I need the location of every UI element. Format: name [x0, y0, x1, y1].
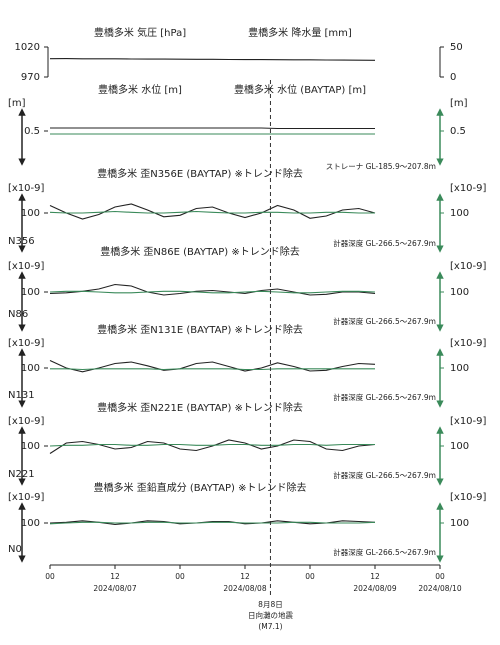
panel-title: 豊橋多米 歪N86E (BAYTAP) ※トレンド除去 — [100, 245, 299, 258]
y-tick-label: 100 — [21, 287, 40, 298]
series-line — [49, 443, 375, 447]
y2-tick-label: 100 — [450, 363, 469, 374]
x-tick-label: 00 — [45, 572, 55, 581]
station-label: N86 — [8, 309, 28, 320]
y-axis-label: [x10-9] — [8, 492, 45, 503]
panel-title: 豊橋多米 歪N221E (BAYTAP) ※トレンド除去 — [97, 401, 303, 414]
series-line — [50, 368, 375, 371]
x-tick-label: 12 — [240, 572, 250, 581]
y2-axis-label: [x10-9] — [450, 416, 487, 427]
x-tick-label: 12 — [370, 572, 380, 581]
y-tick-label: 100 — [21, 363, 40, 374]
y2-axis-label: [x10-9] — [450, 183, 487, 194]
annotation: 日向灘の地震 — [248, 610, 293, 620]
panel-title: 豊橋多米 水位 [m] — [98, 83, 182, 96]
x-tick-label: 00 — [175, 572, 185, 581]
series-line — [49, 521, 376, 525]
y2-axis-label: [m] — [450, 98, 468, 109]
y2-tick-label: 100 — [450, 518, 469, 529]
series-line — [50, 127, 375, 130]
x-tick-label: 00 — [305, 572, 315, 581]
note: 計器深度 GL-266.5～267.9m — [333, 316, 436, 326]
y2-tick-label: 100 — [450, 287, 469, 298]
y2-axis-label: [x10-9] — [450, 338, 487, 349]
y-tick-label: 100 — [21, 441, 40, 452]
series-line — [49, 58, 376, 61]
y-axis-label: [x10-9] — [8, 261, 45, 272]
panel-title: 豊橋多米 歪N356E (BAYTAP) ※トレンド除去 — [97, 167, 303, 180]
y-tick-label: 1020 — [15, 42, 40, 53]
y-tick-label: 0.5 — [24, 126, 40, 137]
note: 計器深度 GL-266.5～267.9m — [333, 470, 436, 480]
date-label: 2024/08/10 — [418, 584, 461, 593]
panel-title: 豊橋多米 水位 (BAYTAP) [m] — [234, 83, 366, 96]
y-axis-label: [x10-9] — [8, 416, 45, 427]
y-tick-label: 100 — [21, 518, 40, 529]
note: 計器深度 GL-266.5～267.9m — [333, 392, 436, 402]
series-line — [49, 283, 376, 296]
date-label: 2024/08/08 — [223, 584, 266, 593]
series-line — [49, 203, 376, 220]
annotation: (M7.1) — [258, 622, 282, 631]
date-label: 2024/08/07 — [93, 584, 136, 593]
y2-tick-label: 0 — [450, 72, 456, 83]
series-line — [49, 439, 376, 454]
note: 計器深度 GL-266.5～267.9m — [333, 547, 436, 557]
y2-tick-label: 50 — [450, 42, 463, 53]
y-tick-label: 970 — [21, 72, 40, 83]
series-line — [49, 360, 376, 373]
panel-title: 豊橋多米 歪N131E (BAYTAP) ※トレンド除去 — [97, 323, 303, 336]
x-tick-label: 12 — [110, 572, 120, 581]
y2-tick-label: 0.5 — [450, 126, 466, 137]
note: ストレーナ GL-185.9～207.8m — [326, 162, 436, 171]
series-line — [49, 290, 376, 294]
date-label: 2024/08/09 — [353, 584, 396, 593]
annotation: 8月8日 — [258, 600, 283, 609]
panel-title: 豊橋多米 歪鉛直成分 (BAYTAP) ※トレンド除去 — [94, 481, 307, 494]
y2-axis-label: [x10-9] — [450, 492, 487, 503]
station-label: N0 — [8, 544, 22, 555]
y2-tick-label: 100 — [450, 208, 469, 219]
y-axis-label: [x10-9] — [8, 338, 45, 349]
panel-title: 豊橋多米 気圧 [hPa] — [94, 26, 186, 39]
series-line — [49, 210, 375, 214]
x-tick-label: 00 — [435, 572, 445, 581]
y-axis-label: [m] — [8, 98, 26, 109]
panel-title: 豊橋多米 降水量 [mm] — [248, 26, 352, 39]
y-tick-label: 100 — [21, 208, 40, 219]
y2-axis-label: [x10-9] — [450, 261, 487, 272]
note: 計器深度 GL-266.5～267.9m — [333, 238, 436, 248]
y-axis-label: [x10-9] — [8, 183, 45, 194]
y2-tick-label: 100 — [450, 441, 469, 452]
